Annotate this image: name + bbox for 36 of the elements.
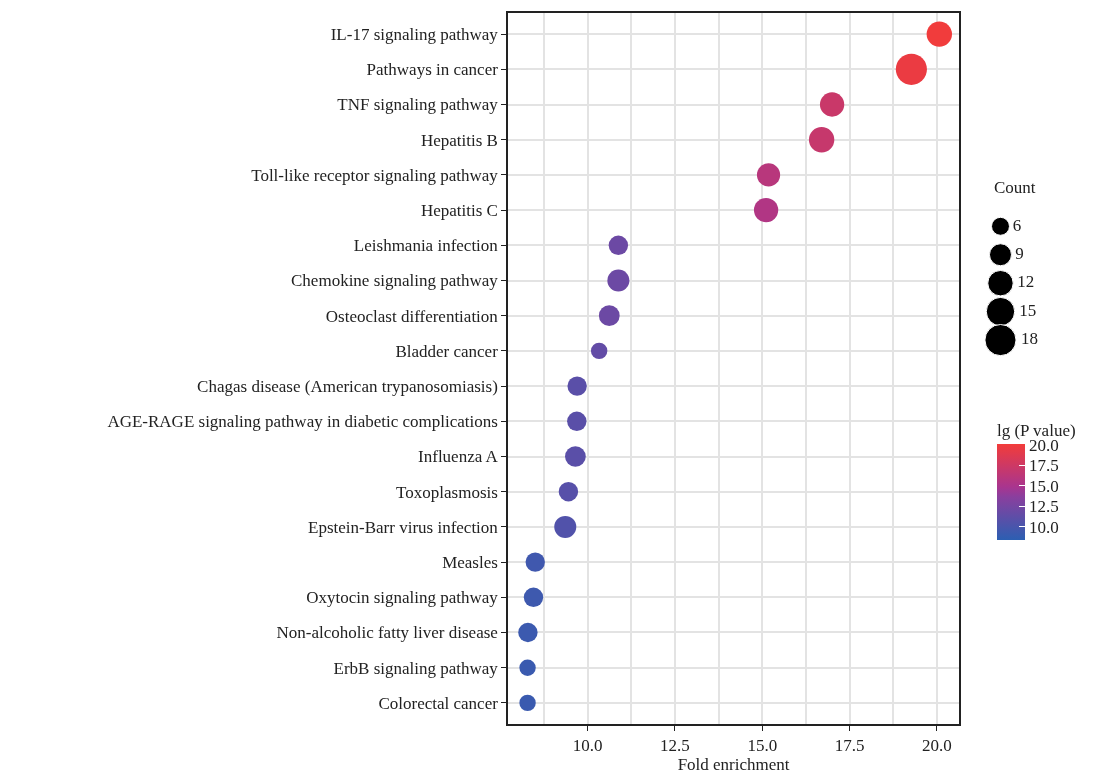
color-bar-label: 17.5 [1028,456,1059,476]
legend-label: 18 [1020,329,1038,349]
x-tick-label: 12.5 [660,736,690,756]
legend-label: 15 [1019,300,1037,320]
legend-title: Count [994,178,1036,197]
y-tick-label: Measles [442,553,498,573]
y-tick-label: Non-alcoholic fatty liver disease [276,623,498,643]
color-bar-label: 15.0 [1028,476,1059,496]
y-tick-label: Toxoplasmosis [396,482,498,502]
legend-label: 6 [1012,215,1022,235]
y-tick-label: Osteoclast differentiation [325,306,499,326]
y-tick-label: Influenza A [418,447,499,467]
y-tick-label: Epstein-Barr virus infection [308,517,499,537]
y-tick-label: Chemokine signaling pathway [291,271,499,291]
y-tick-label: Colorectal cancer [378,693,499,713]
legend-label: 9 [1015,243,1024,263]
x-tick-label: 17.5 [834,736,865,756]
y-tick-label: AGE-RAGE signaling pathway in diabetic complications [107,412,498,432]
x-axis-title: Fold enrichment [677,755,790,775]
color-bar-label: 12.5 [1028,497,1059,517]
y-tick-label: Leishmania infection [353,236,499,256]
y-tick-label: Hepatitis C [420,201,498,221]
y-tick-label: TNF signaling pathway [337,95,499,115]
y-tick-label: Oxytocin signaling pathway [306,588,499,608]
x-tick-label: 15.0 [747,736,778,756]
y-tick-label: IL-17 signaling pathway [330,25,499,45]
y-tick-label: Pathways in cancer [366,60,499,80]
color-bar-label: 10.0 [1028,517,1059,537]
x-tick-label: 20.0 [921,736,952,756]
legend-label: 12 [1017,272,1035,292]
y-tick-label: Hepatitis B [420,130,498,150]
x-tick-label: 10.0 [572,736,603,756]
y-tick-label: Toll-like receptor signaling pathway [251,165,499,185]
y-tick-label: ErbB signaling pathway [333,658,499,678]
y-tick-label: Chagas disease (American trypanosomiasis) [197,377,498,397]
y-tick-label: Bladder cancer [395,341,499,361]
